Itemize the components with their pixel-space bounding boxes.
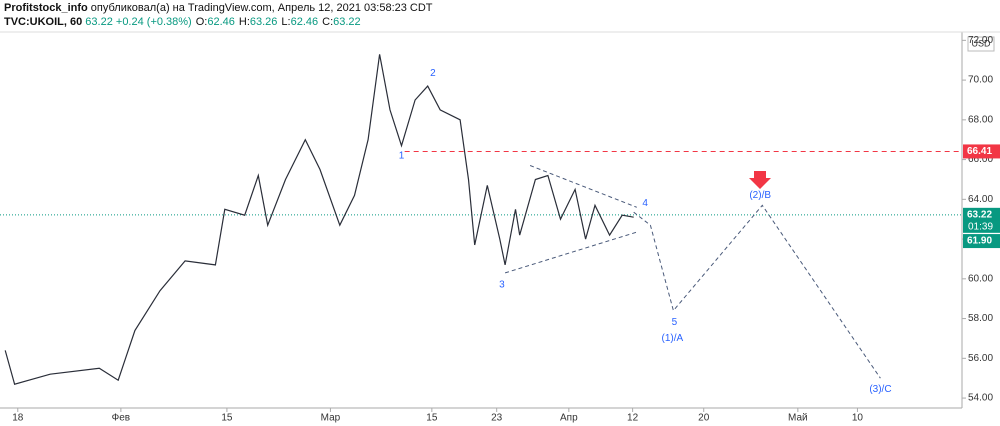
price-label-box <box>963 234 1000 249</box>
symbol-line: TVC:UKOIL, 60 63.22 +0.24 (+0.38%) O:62.4… <box>4 16 361 28</box>
x-tick-label: Апр <box>560 413 578 424</box>
x-tick-label: Мар <box>321 413 341 424</box>
currency-box <box>967 36 995 52</box>
wave-label: 1 <box>399 150 405 161</box>
y-tick-label: 58.00 <box>968 313 993 324</box>
ohlc-value: 63.22 <box>333 16 361 28</box>
wave-label: 2 <box>430 68 436 79</box>
price-line <box>4 54 634 385</box>
published: опубликовал(а) на TradingView.com, Апрел… <box>91 2 433 14</box>
y-tick-label: 60.00 <box>968 273 993 284</box>
price-label-box <box>963 144 1000 159</box>
wave-label: 5 <box>672 317 678 328</box>
header-line: Profitstock_info опубликовал(а) на Tradi… <box>4 2 433 14</box>
price-label: 66.41 <box>967 146 992 157</box>
price-label-box <box>963 207 1000 222</box>
x-tick-label: 12 <box>627 413 639 424</box>
price-label: 63.22 <box>967 209 992 220</box>
ohlc-key: H: <box>239 16 250 28</box>
y-tick-label: 64.00 <box>968 194 993 205</box>
change: +0.24 (+0.38%) <box>116 16 192 28</box>
x-tick-label: Фев <box>112 413 130 424</box>
symbol: TVC:UKOIL, 60 <box>4 16 82 28</box>
wave-label: (1)/A <box>662 333 684 344</box>
down-arrow-icon <box>749 171 771 189</box>
x-tick-label: 15 <box>426 413 438 424</box>
wave-label: 3 <box>499 279 505 290</box>
ohlc-value: 62.46 <box>207 16 235 28</box>
ohlc-value: 62.46 <box>291 16 319 28</box>
y-tick-label: 70.00 <box>968 75 993 86</box>
ohlc-key: C: <box>322 16 333 28</box>
currency: USD <box>971 38 991 48</box>
x-tick-label: 10 <box>852 413 864 424</box>
wave-label: (2)/B <box>749 190 771 201</box>
triangle-lower <box>504 231 637 274</box>
triangle-upper <box>529 165 637 208</box>
price-label: 61.90 <box>967 236 992 247</box>
y-tick-label: 54.00 <box>968 393 993 404</box>
ohlc-key: L: <box>281 16 290 28</box>
countdown-box <box>963 220 1000 233</box>
y-tick-label: 68.00 <box>968 114 993 125</box>
y-tick-label: 72.00 <box>968 35 993 46</box>
author: Profitstock_info <box>4 2 88 14</box>
ohlc-value: 63.26 <box>250 16 278 28</box>
last: 63.22 <box>85 16 113 28</box>
x-tick-label: 15 <box>221 413 233 424</box>
y-tick-label: 66.00 <box>968 154 993 165</box>
x-tick-label: 20 <box>698 413 710 424</box>
wave-label: (3)/C <box>869 384 891 395</box>
x-tick-label: 23 <box>491 413 503 424</box>
y-tick-label: 56.00 <box>968 353 993 364</box>
x-tick-label: 18 <box>12 413 24 424</box>
wave-label: 4 <box>642 198 648 209</box>
forecast-path <box>633 204 881 379</box>
ohlc-key: O: <box>196 16 208 28</box>
countdown: 01:39 <box>968 221 993 232</box>
x-tick-label: Май <box>788 413 808 424</box>
